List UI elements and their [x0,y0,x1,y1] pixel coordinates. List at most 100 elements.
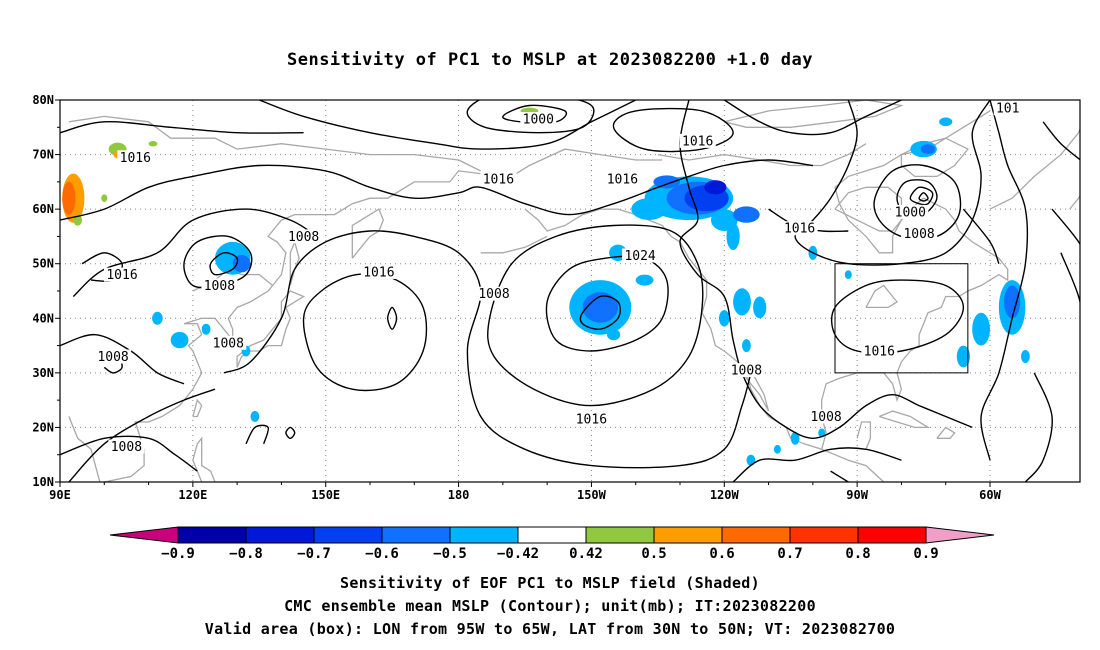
colorbar-swatch [449,526,519,544]
map-title: Sensitivity of PC1 to MSLP at 2023082200… [286,50,813,70]
colorbar-swatch [313,526,383,544]
contour-label-bg [781,221,818,236]
coastline-alaska [511,148,663,177]
mslp-contour [723,100,902,136]
mslp-contour [830,279,965,354]
lon-tick-label: 90W [846,488,868,502]
sensitivity-patch [818,428,826,438]
mslp-contour [209,251,239,276]
lat-tick-label: 60N [32,202,54,216]
mslp-contour [1042,121,1080,161]
coastline-yucatan [856,421,872,450]
contour-label-bg [520,112,557,127]
coastline-siberia-north [68,115,481,172]
valid-area-box [834,263,969,374]
contour-label: 1008 [903,227,934,242]
lon-tick-label: 120E [178,488,207,502]
mslp-contour [60,435,198,472]
colorbar-label: 0.6 [709,546,734,562]
mslp-contour [579,295,621,331]
sensitivity-patch [152,311,163,325]
mslp-contour [962,208,1000,264]
contour-label: 1008 [204,279,235,294]
sensitivity-patch [726,222,740,250]
sensitivity-patch [1004,285,1021,319]
lon-tick-label: 150W [577,488,607,502]
colorbar-label: 0.8 [845,546,870,562]
colorbar: −0.9 −0.8 −0.7 −0.6 −0.5 −0.42 0.42 0.5 0.6 0.7 0.… [109,526,995,562]
sensitivity-patch [844,270,852,279]
colorbar-label: −0.6 [365,546,399,562]
contour-label: 1016 [106,268,137,283]
mslp-contour [60,159,813,221]
contour-label: 1008 [213,336,244,351]
lat-tick-label: 50N [32,257,54,271]
caption-contour: CMC ensemble mean MSLP (Contour); unit(m… [284,597,816,615]
sensitivity-patch [62,181,76,215]
contour-label-bg [892,204,929,219]
mslp-contour [285,426,296,440]
lat-tick-label: 30N [32,366,54,380]
axis-ticks: 90E 120E 150E 180 150W 120W 90W 60W 80N 70N 60N 50N… [32,93,1001,502]
contour-label: 1016 [363,265,394,280]
contour-label-bg [360,264,397,279]
colorbar-label: −0.7 [297,546,331,562]
contour-label: 1016 [483,173,514,188]
mslp-contours [60,100,1080,482]
coastline-baffin [900,137,969,178]
contour-label: 1008 [731,364,762,379]
colorbar-high-cap [925,526,995,544]
colorbar-label: −0.5 [433,546,467,562]
contour-label: 1000 [523,113,554,128]
sensitivity-patch [148,141,158,147]
coastline-canada-arctic [657,143,867,167]
colorbar-label: −0.42 [497,546,539,562]
mslp-contour [487,224,704,407]
colorbar-label: 0.9 [913,546,938,562]
sensitivity-patch [790,431,800,445]
sensitivity-patch [635,274,654,286]
contour-label-bg [679,133,716,148]
caption-valid-area: Valid area (box): LON from 95W to 65W, L… [204,620,896,638]
caption-shaded: Sensitivity of EOF PC1 to MSLP field (Sh… [340,574,760,592]
lon-tick-label: 180 [448,488,470,502]
contour-label-bg [104,267,140,282]
lat-tick-label: 80N [32,93,54,107]
coastline-taiwan [192,398,203,418]
mslp-contour [732,447,902,482]
coastline-asia-east-coast [104,170,503,482]
sensitivity-patch [939,117,953,127]
contour-label: 1016 [120,151,151,166]
contour-label-bg [210,335,247,350]
coastline-baja [737,361,770,412]
sensitivity-patch [631,198,667,221]
mslp-contour [679,100,973,440]
sensitivity-patch [733,206,760,223]
contour-label: 1000 [895,205,926,220]
colorbar-swatch [721,526,791,544]
coastline-indochina [68,416,101,482]
mslp-contour [794,100,991,266]
mslp-contour [980,100,1029,461]
contour-label: 101 [996,102,1019,117]
contour-label: 1008 [111,440,142,455]
lat-tick-label: 20N [32,420,54,434]
sensitivity-patch [746,454,756,466]
lat-tick-label: 10N [32,475,54,489]
sensitivity-patch [201,323,211,335]
lon-tick-label: 60W [979,488,1001,502]
colorbar-label: 0.5 [641,546,666,562]
coastline-arctic-islands [724,100,904,128]
sensitivity-patch [232,255,251,273]
coastline-japan [236,290,306,368]
colorbar-low-cap [109,526,179,544]
mslp-contour [259,100,637,150]
contour-label-bg [993,101,1022,116]
lon-tick-label: 120W [710,488,740,502]
contour-label: 1016 [784,222,815,237]
coastline-philippines [192,436,216,482]
contour-label: 1008 [97,350,128,365]
contour-label-bg [95,349,132,364]
colorbar-label: −0.9 [161,546,195,562]
